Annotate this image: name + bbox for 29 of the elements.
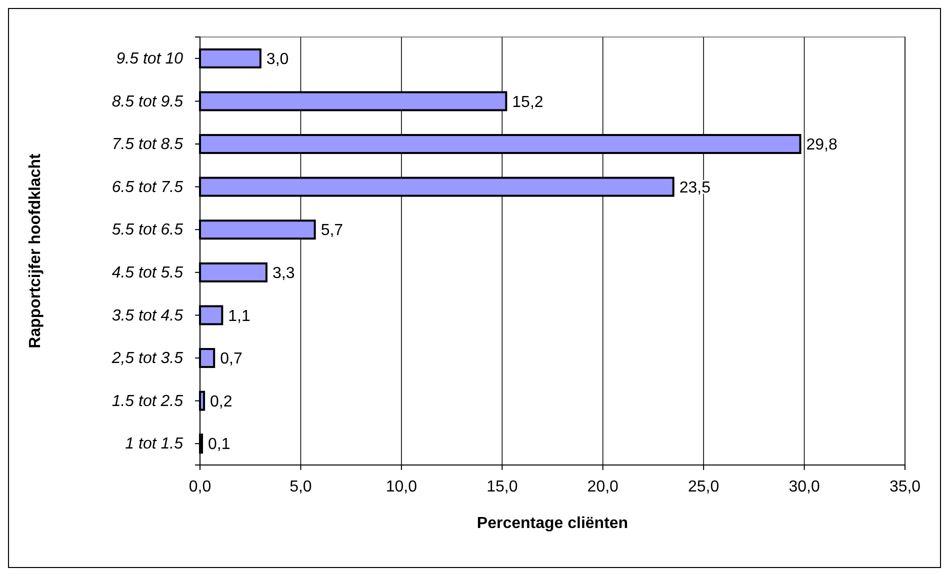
y-tick-label: 5.5 tot 6.5 bbox=[112, 222, 184, 239]
x-tick-label: 25,0 bbox=[688, 478, 720, 496]
data-label: 29,8 bbox=[806, 136, 838, 154]
y-tick-label: 6.5 tot 7.5 bbox=[112, 178, 184, 196]
y-tick-label: 9.5 tot 10 bbox=[116, 50, 184, 68]
data-label: 1,1 bbox=[228, 308, 250, 325]
y-tick-label: 3.5 tot 4.5 bbox=[112, 307, 184, 324]
y-tick-label: 4.5 tot 5.5 bbox=[112, 264, 184, 282]
x-tick-label: 35,0 bbox=[889, 478, 921, 496]
data-label: 5,7 bbox=[320, 222, 344, 240]
data-label: 0,1 bbox=[208, 436, 230, 454]
y-tick-label: 8.5 tot 9.5 bbox=[112, 93, 184, 110]
y-tick-label: 1.5 tot 2.5 bbox=[112, 392, 184, 410]
data-label: 0,7 bbox=[220, 350, 242, 368]
x-tick-label: 30,0 bbox=[788, 478, 820, 496]
x-tick-label: 15,0 bbox=[486, 478, 518, 496]
x-axis-title: Percentage cliënten bbox=[476, 515, 628, 532]
x-tick-label: 20,0 bbox=[587, 478, 619, 496]
y-tick-label: 2,5 tot 3.5 bbox=[110, 350, 184, 368]
data-label: 0,2 bbox=[210, 393, 232, 410]
y-tick-label: 1 tot 1.5 bbox=[125, 436, 184, 453]
data-label: 3,3 bbox=[272, 265, 295, 282]
y-tick-label: 7.5 tot 8.5 bbox=[112, 136, 184, 154]
y-axis-title: Rapportcijfer hoofdklacht bbox=[27, 152, 44, 348]
x-tick-label: 10,0 bbox=[386, 478, 418, 496]
data-label: 15,2 bbox=[512, 94, 544, 111]
x-tick-label: 0,0 bbox=[188, 478, 212, 496]
data-label: 3,0 bbox=[266, 51, 289, 68]
x-tick-label: 5,0 bbox=[290, 478, 312, 496]
